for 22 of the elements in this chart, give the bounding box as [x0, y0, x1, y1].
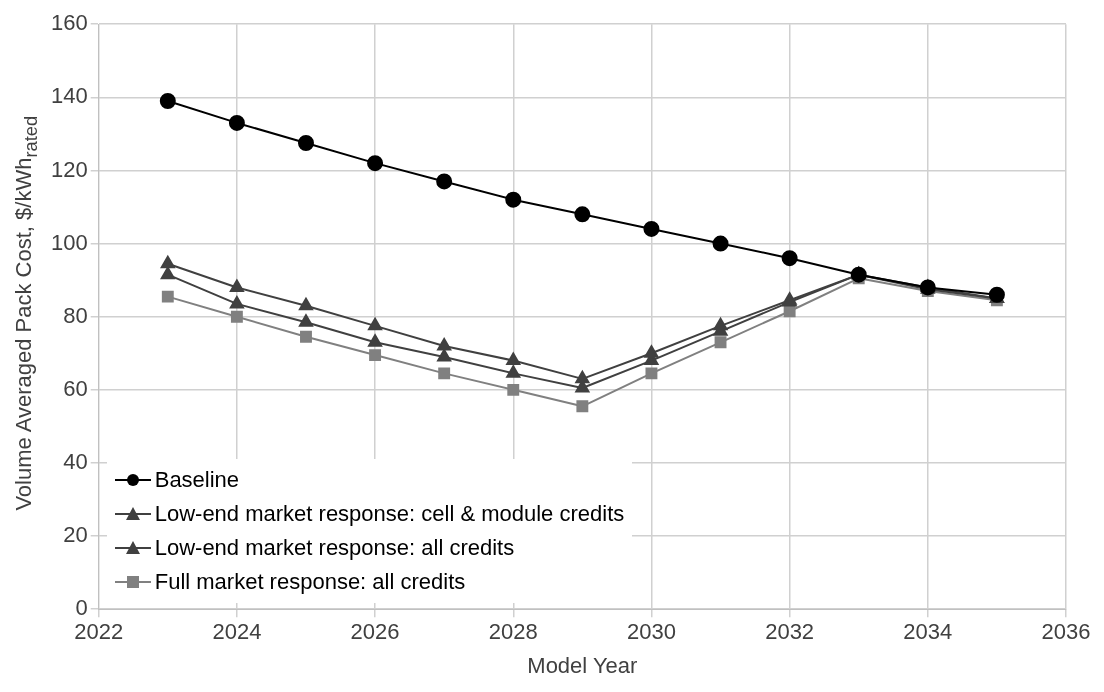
y-tick-label: 60	[63, 375, 88, 401]
x-tick-label: 2022	[74, 619, 124, 645]
y-tick-label: 40	[63, 449, 88, 475]
x-tick-label: 2036	[1041, 619, 1091, 645]
legend-label: Low-end market response: cell & module credits	[154, 501, 625, 528]
y-tick-label: 160	[50, 10, 88, 36]
x-tick-label: 2026	[350, 619, 400, 645]
y-tick-label: 120	[50, 156, 88, 182]
x-tick-label: 2024	[212, 619, 262, 645]
y-tick-label: 140	[50, 83, 88, 109]
y-tick-label: 20	[63, 522, 88, 548]
y-tick-label: 100	[50, 229, 88, 255]
legend-label: Full market response: all credits	[154, 569, 466, 596]
x-axis-title: Model Year	[527, 652, 638, 678]
legend-label: Low-end market response: all credits	[154, 535, 515, 562]
legend-label: Baseline	[154, 467, 240, 494]
x-tick-label: 2034	[903, 619, 953, 645]
x-tick-label: 2032	[765, 619, 815, 645]
x-tick-label: 2030	[626, 619, 676, 645]
y-tick-label: 0	[75, 595, 88, 621]
y-tick-label: 80	[63, 302, 88, 328]
x-tick-label: 2028	[488, 619, 538, 645]
